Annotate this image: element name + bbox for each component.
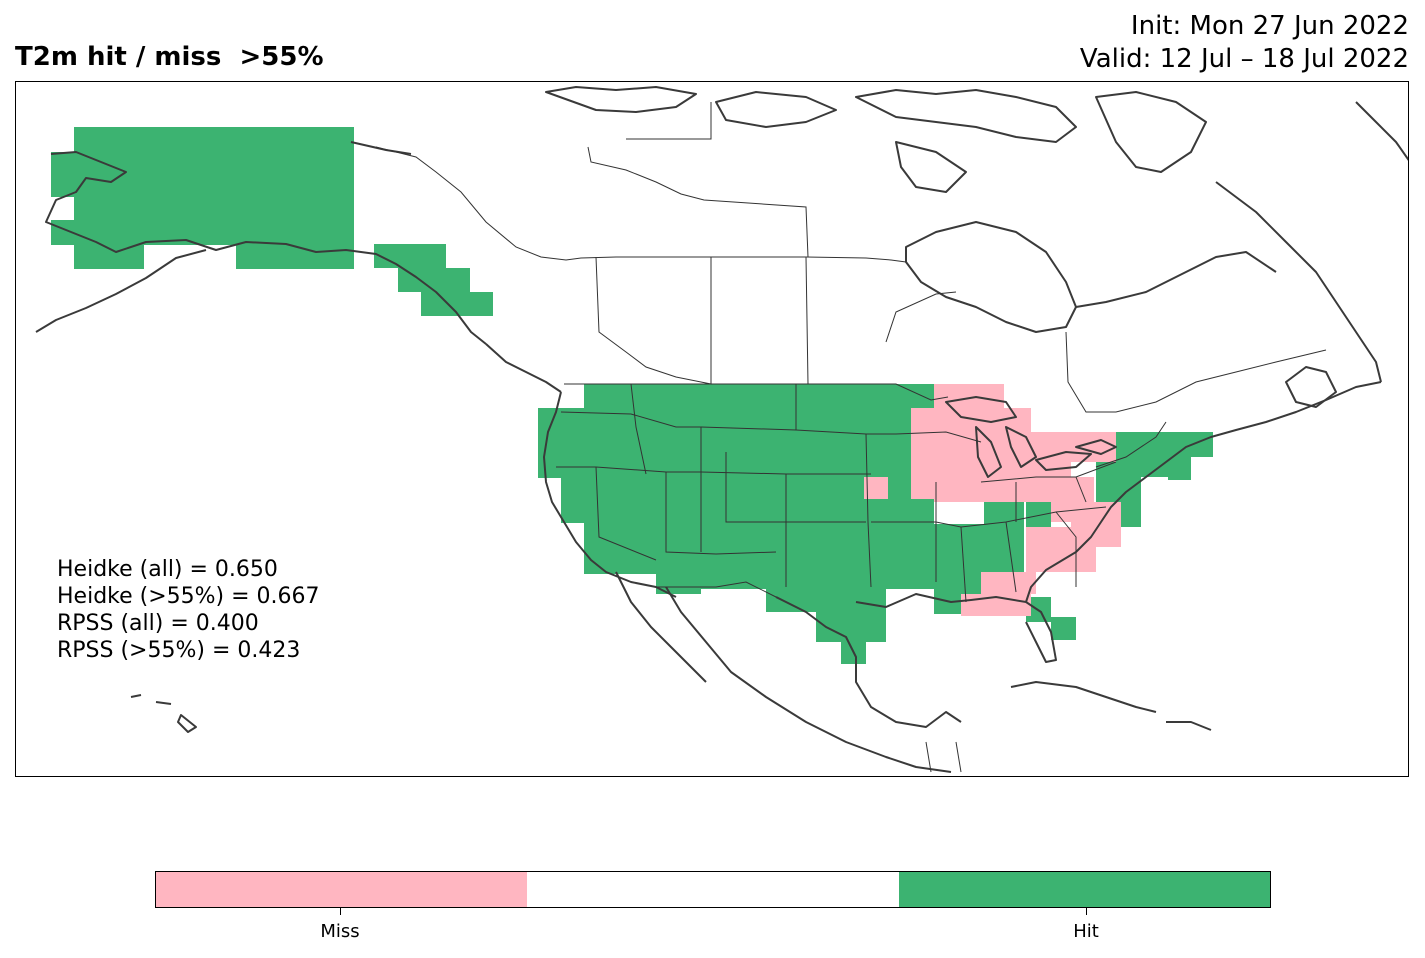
hit-cell: [1026, 502, 1051, 527]
miss-cell: [934, 477, 1094, 502]
hit-cell: [74, 217, 144, 269]
map-title: T2m hit / miss >55%: [15, 42, 324, 72]
miss-cell: [981, 572, 1036, 594]
skill-scores: Heidke (all) = 0.650 Heidke (>55%) = 0.6…: [57, 556, 320, 664]
hit-cell: [656, 524, 936, 589]
colorbar-label-miss: Miss: [320, 921, 360, 942]
hit-cell: [236, 197, 354, 269]
miss-cell: [934, 384, 1004, 408]
colorbar: [155, 871, 1271, 908]
colorbar-neutral-segment: [527, 872, 899, 907]
hit-cell: [74, 127, 354, 197]
hit-cell: [656, 524, 701, 594]
miss-cell: [1026, 527, 1096, 572]
hit-cell: [51, 152, 76, 197]
hit-cell: [766, 587, 886, 612]
miss-cell: [864, 477, 888, 499]
hit-cell: [984, 502, 1024, 572]
map-panel: [15, 81, 1409, 777]
rpss-55: RPSS (>55%) = 0.423: [57, 638, 301, 663]
coastlines: [35, 86, 1408, 773]
hit-cell: [1051, 617, 1076, 640]
colorbar-hit-segment: [898, 872, 1270, 907]
date-info: Init: Mon 27 Jun 2022 Valid: 12 Jul – 18…: [1080, 10, 1409, 76]
hit-cell: [144, 197, 236, 245]
borders: [375, 102, 1327, 773]
colorbar-miss-segment: [156, 872, 528, 907]
hit-cell: [1168, 457, 1191, 480]
hit-cell: [74, 197, 144, 217]
valid-range: Valid: 12 Jul – 18 Jul 2022: [1079, 44, 1409, 74]
colorbar-tick-hit: [1086, 908, 1087, 915]
colorbar-tick-miss: [340, 908, 341, 915]
init-date: Init: Mon 27 Jun 2022: [1130, 11, 1409, 41]
hit-cell: [374, 244, 446, 268]
north-america-map: [35, 86, 1408, 773]
heidke-all: Heidke (all) = 0.650: [57, 557, 278, 582]
miss-cell: [911, 408, 1031, 432]
hit-cell: [584, 384, 934, 524]
heidke-55: Heidke (>55%) = 0.667: [57, 584, 320, 609]
rpss-all: RPSS (all) = 0.400: [57, 611, 259, 636]
colorbar-label-hit: Hit: [1073, 921, 1099, 942]
hit-cell: [561, 478, 616, 523]
